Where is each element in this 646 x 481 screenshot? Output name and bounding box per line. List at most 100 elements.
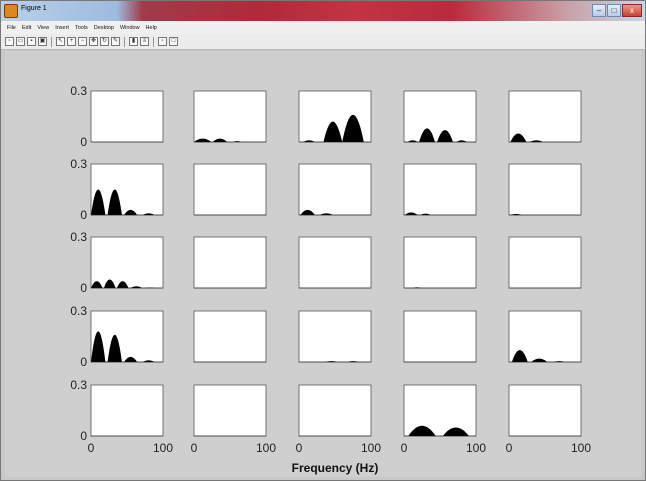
menu-view[interactable]: View xyxy=(37,24,50,31)
subplot-r1-c5[interactable] xyxy=(508,90,582,143)
subplot-r1-c1[interactable] xyxy=(90,90,164,143)
subplot-r3-c4[interactable] xyxy=(403,236,477,289)
open-icon[interactable]: ▭ xyxy=(16,37,25,46)
spectrum-lobe xyxy=(531,358,548,362)
subplot-r5-c4[interactable] xyxy=(403,384,477,437)
toolbar-separator xyxy=(124,36,125,47)
axes-box xyxy=(193,310,267,363)
axes-box xyxy=(298,384,372,437)
spectrum-lobe xyxy=(529,140,543,142)
minimize-button[interactable]: – xyxy=(592,4,606,17)
show-tools-icon[interactable]: □ xyxy=(169,37,178,46)
subplot-r5-c1[interactable] xyxy=(90,384,164,437)
subplot-r1-c4[interactable] xyxy=(403,90,477,143)
spectrum-lobe xyxy=(103,279,116,288)
data-cursor-icon[interactable]: ✎ xyxy=(111,37,120,46)
toolbar-separator xyxy=(153,36,154,47)
subplot-r4-c1[interactable] xyxy=(90,310,164,363)
y-tick-label: 0.3 xyxy=(70,157,87,171)
menu-help[interactable]: Help xyxy=(145,24,157,31)
subplot-r4-c5[interactable] xyxy=(508,310,582,363)
matlab-figure-icon xyxy=(4,4,18,18)
axes-box xyxy=(90,384,164,437)
y-tick-label: 0.3 xyxy=(70,84,87,98)
subplot-r1-c2[interactable] xyxy=(193,90,267,143)
spectrum-lobe xyxy=(116,281,129,288)
axes-box xyxy=(90,236,164,289)
axes-box xyxy=(193,236,267,289)
rotate-icon[interactable]: ↻ xyxy=(100,37,109,46)
menu-window[interactable]: Window xyxy=(119,24,140,31)
figure-canvas: 0.3 0 0.3 0 0.3 0 0.3 0 0.3 0 0 100 0 100 0 100 0 100 0 100… xyxy=(5,51,641,477)
spectrum-lobe xyxy=(456,140,467,142)
axes-box xyxy=(193,163,267,216)
window-controls: – □ x xyxy=(592,4,642,17)
axes-box xyxy=(403,163,477,216)
subplot-r4-c4[interactable] xyxy=(403,310,477,363)
x-tick-label: 100 xyxy=(153,441,173,455)
spectrum-lobe xyxy=(107,334,122,362)
subplot-r3-c3[interactable] xyxy=(298,236,372,289)
legend-icon[interactable]: ≡ xyxy=(140,37,149,46)
menu-edit[interactable]: Edit xyxy=(21,24,32,31)
spectrum-lobe xyxy=(124,209,138,215)
spectrum-lobe xyxy=(319,213,333,215)
y-tick-label: 0.3 xyxy=(70,378,87,392)
subplot-r2-c1[interactable] xyxy=(90,163,164,216)
pan-icon[interactable]: ✥ xyxy=(89,37,98,46)
subplot-r3-c1[interactable] xyxy=(90,236,164,289)
x-tick-label: 100 xyxy=(256,441,276,455)
spectrum-lobe xyxy=(420,213,431,215)
y-tick-label: 0.3 xyxy=(70,304,87,318)
subplot-r5-c2[interactable] xyxy=(193,384,267,437)
axes-box xyxy=(508,163,582,216)
colorbar-icon[interactable]: ▮ xyxy=(129,37,138,46)
y-tick-label: 0 xyxy=(80,208,87,222)
hide-tools-icon[interactable]: ▫ xyxy=(158,37,167,46)
spectrum-lobe xyxy=(404,212,418,215)
title-bar[interactable]: Figure 1 – □ x xyxy=(1,1,645,21)
spectrum-lobe xyxy=(91,331,106,362)
subplot-r3-c2[interactable] xyxy=(193,236,267,289)
spectrum-lobe xyxy=(510,133,527,142)
new-figure-icon[interactable]: ▫ xyxy=(5,37,14,46)
x-tick-label: 0 xyxy=(401,441,408,455)
maximize-button[interactable]: □ xyxy=(607,4,621,17)
subplot-r3-c5[interactable] xyxy=(508,236,582,289)
axes-box xyxy=(403,90,477,143)
menu-insert[interactable]: Insert xyxy=(55,24,69,31)
subplot-r5-c3[interactable] xyxy=(298,384,372,437)
subplot-r2-c3[interactable] xyxy=(298,163,372,216)
subplot-r5-c5[interactable] xyxy=(508,384,582,437)
zoom-out-icon[interactable]: − xyxy=(78,37,87,46)
spectrum-lobe xyxy=(107,189,122,215)
close-button[interactable]: x xyxy=(622,4,642,17)
menu-file[interactable]: File xyxy=(7,24,16,31)
subplot-r4-c3[interactable] xyxy=(298,310,372,363)
spectrum-lobe xyxy=(408,425,436,436)
subplot-r1-c3[interactable] xyxy=(298,90,372,143)
subplot-r4-c2[interactable] xyxy=(193,310,267,363)
menu-tools[interactable]: Tools xyxy=(74,24,88,31)
x-tick-label: 100 xyxy=(361,441,381,455)
axes-box xyxy=(298,236,372,289)
y-tick-label: 0.3 xyxy=(70,230,87,244)
zoom-in-icon[interactable]: + xyxy=(67,37,76,46)
axes-box xyxy=(193,90,267,143)
subplot-r2-c5[interactable] xyxy=(508,163,582,216)
arrow-icon[interactable]: ↖ xyxy=(56,37,65,46)
menu-desktop[interactable]: Desktop xyxy=(93,24,114,31)
spectrum-lobe xyxy=(511,350,528,362)
subplot-r2-c2[interactable] xyxy=(193,163,267,216)
axes-box xyxy=(508,384,582,437)
spectrum-lobe xyxy=(142,213,155,215)
x-tick-label: 0 xyxy=(191,441,198,455)
axes-box xyxy=(403,384,477,437)
subplot-r2-c4[interactable] xyxy=(403,163,477,216)
spectrum-lobe xyxy=(124,356,138,362)
spectrum-lobe xyxy=(407,140,418,142)
save-icon[interactable]: ▪ xyxy=(27,37,36,46)
spectrum-lobe xyxy=(212,138,228,142)
print-icon[interactable]: ▣ xyxy=(38,37,47,46)
